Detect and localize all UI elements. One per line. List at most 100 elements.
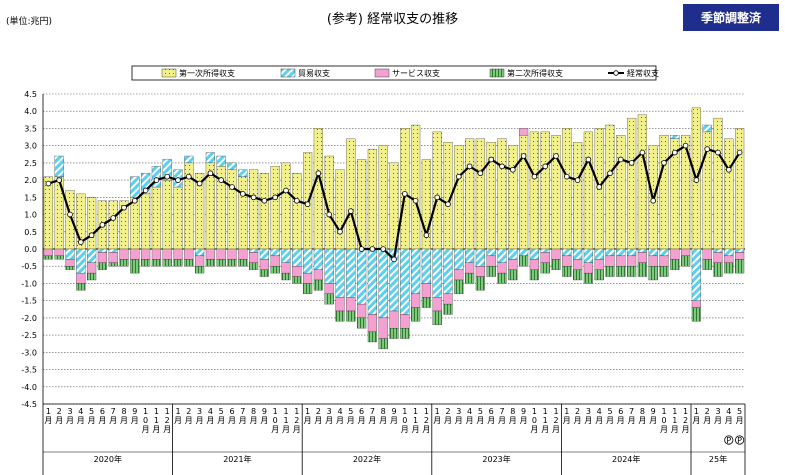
bar-primary xyxy=(249,169,259,250)
bar-primary xyxy=(508,145,518,250)
preliminary-mark-label: P xyxy=(726,436,731,445)
bar-trade xyxy=(627,248,637,257)
bar-primary xyxy=(378,145,388,250)
bar-secondary xyxy=(465,272,475,284)
legend-swatch-services xyxy=(374,68,390,78)
current-account-point xyxy=(186,173,192,180)
current-account-point xyxy=(445,201,451,208)
x-tick-label: 月 xyxy=(703,416,711,425)
x-tick-label: 8 xyxy=(121,407,126,416)
bar-secondary xyxy=(313,279,323,291)
y-tick-label: 2.0 xyxy=(24,176,37,185)
x-tick-label: 3 xyxy=(197,407,202,416)
bar-trade xyxy=(378,248,388,319)
bar-primary xyxy=(108,200,118,250)
bar-trade xyxy=(443,248,453,294)
bar-trade xyxy=(702,124,712,133)
bar-secondary xyxy=(346,310,356,322)
current-account-point xyxy=(88,232,95,239)
bar-services xyxy=(594,259,604,270)
current-account-point xyxy=(56,177,62,183)
bar-secondary xyxy=(389,328,399,339)
bar-services xyxy=(54,248,64,257)
x-tick-label: 月 xyxy=(77,416,85,425)
current-account-point xyxy=(207,170,214,177)
x-tick-label: 月 xyxy=(498,416,506,425)
current-account-point xyxy=(272,194,279,201)
bar-services xyxy=(724,255,734,263)
bar-services xyxy=(162,248,172,260)
current-account-point xyxy=(596,184,602,190)
bar-secondary xyxy=(119,259,129,267)
bar-services xyxy=(475,266,485,277)
current-account-point xyxy=(553,153,559,159)
bar-trade xyxy=(87,248,97,263)
bar-primary xyxy=(411,124,421,250)
current-account-point xyxy=(369,246,376,252)
x-tick-label: 1 xyxy=(283,416,288,425)
bar-secondary xyxy=(97,262,107,270)
x-tick-label: 7 xyxy=(370,407,375,416)
current-account-point xyxy=(499,163,505,170)
bar-trade xyxy=(432,248,442,298)
current-account-point xyxy=(326,211,333,218)
y-tick-label: -4.0 xyxy=(21,383,37,392)
bar-trade xyxy=(465,248,475,263)
current-account-point xyxy=(175,177,181,183)
x-tick-label: 月 xyxy=(217,416,225,425)
bar-services xyxy=(97,252,107,263)
bar-secondary xyxy=(681,255,691,267)
bar-services xyxy=(281,262,291,274)
bar-trade xyxy=(54,155,64,177)
bar-trade xyxy=(421,248,431,284)
x-tick-label: 月 xyxy=(725,416,733,425)
x-tick-label: 3 xyxy=(715,407,720,416)
bar-services xyxy=(108,252,118,263)
bar-trade xyxy=(249,248,259,253)
bar-trade xyxy=(594,248,604,260)
bar-services xyxy=(292,266,302,277)
x-tick-label: 1 xyxy=(672,416,677,425)
bar-services xyxy=(573,259,583,270)
x-tick-label: 3 xyxy=(67,407,72,416)
bar-trade xyxy=(486,248,496,257)
current-account-point xyxy=(574,177,581,183)
bar-primary xyxy=(735,128,745,250)
y-tick-label: 0.5 xyxy=(24,228,37,237)
bar-primary xyxy=(173,186,183,250)
bar-trade xyxy=(184,155,194,164)
bar-services xyxy=(702,248,712,260)
bar-services xyxy=(367,314,377,332)
x-tick-label: 月 xyxy=(433,416,441,425)
bar-trade xyxy=(216,155,226,167)
bar-secondary xyxy=(454,279,464,294)
bar-trade xyxy=(97,248,107,253)
x-tick-label: 1 xyxy=(413,416,418,425)
x-tick-label: 5 xyxy=(478,407,483,416)
current-account-point xyxy=(67,211,73,218)
bar-services xyxy=(238,248,248,260)
bar-trade xyxy=(670,135,680,139)
bar-services xyxy=(303,272,313,284)
x-tick-label: 3 xyxy=(327,407,332,416)
bar-services xyxy=(735,252,745,260)
x-tick-label: 4 xyxy=(337,407,342,416)
x-tick-label: 6 xyxy=(100,407,105,416)
bar-primary xyxy=(605,124,615,250)
bar-services xyxy=(76,272,86,284)
x-tick-label: 月 xyxy=(520,416,528,425)
bar-trade xyxy=(724,248,734,257)
x-tick-label: 月 xyxy=(358,416,366,425)
x-tick-label: 月 xyxy=(325,416,333,425)
current-account-point xyxy=(607,170,613,177)
x-tick-label: 2 xyxy=(294,416,299,425)
bar-trade xyxy=(583,248,593,263)
current-account-point xyxy=(358,246,365,252)
y-tick-label: -2.5 xyxy=(21,331,37,340)
x-tick-label: 1 xyxy=(413,407,418,416)
x-tick-label: 月 xyxy=(541,425,549,434)
bar-primary xyxy=(540,131,550,250)
current-account-point xyxy=(736,149,743,156)
y-axis: 4.5 4.0 3.5 3.0 2.5 2.0 1.5 1.0 0.5 0.0 -0.5 -1.0 -1… xyxy=(21,90,745,409)
legend-swatch-secondary xyxy=(489,68,505,78)
